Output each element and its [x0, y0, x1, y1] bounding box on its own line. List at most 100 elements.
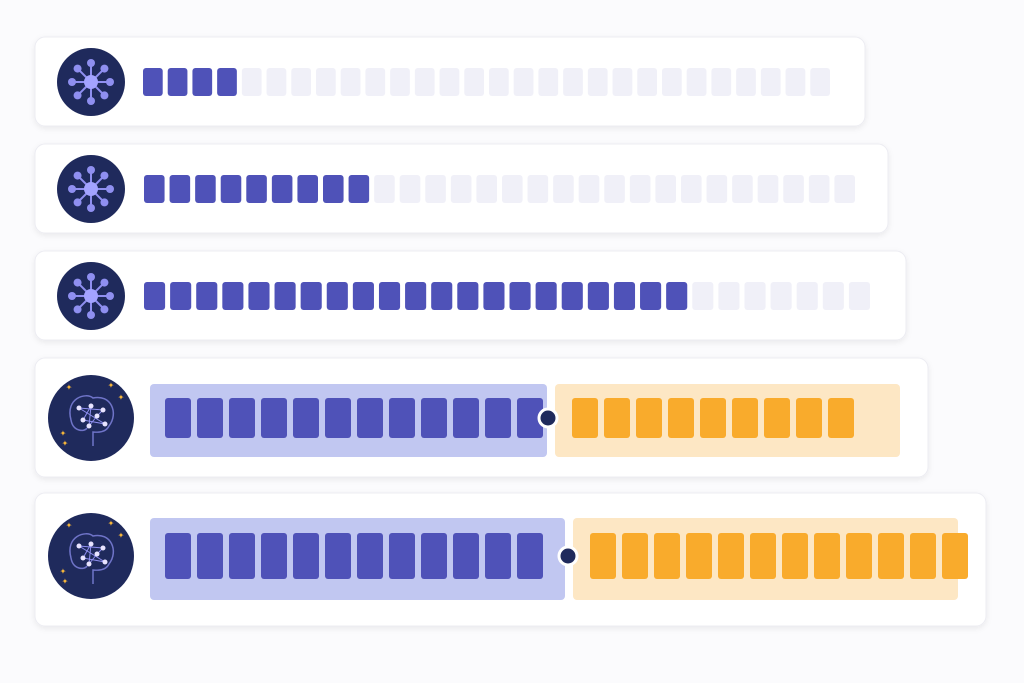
- network-icon: [57, 155, 125, 223]
- filled-segment: [170, 282, 192, 310]
- empty-segment: [390, 68, 410, 96]
- empty-segment: [563, 68, 583, 96]
- orange-segment: [604, 398, 630, 438]
- sparkle: ✦: [60, 429, 67, 438]
- empty-segment: [808, 175, 830, 203]
- blue-segment: [357, 533, 383, 579]
- icon-node: [73, 198, 82, 207]
- filled-segment: [167, 68, 188, 96]
- blue-segment: [389, 533, 415, 579]
- filled-segment: [378, 282, 401, 310]
- brain-link: [82, 557, 106, 563]
- empty-segment: [578, 175, 600, 203]
- blue-segment: [197, 533, 223, 579]
- brain-link: [88, 543, 92, 565]
- empty-segment: [692, 282, 714, 310]
- blue-segment: [517, 533, 543, 579]
- filled-segment: [640, 282, 662, 310]
- blue-segment: [357, 398, 383, 438]
- empty-segment: [783, 175, 804, 203]
- filled-segment: [348, 175, 370, 203]
- brain-node: [88, 541, 94, 547]
- orange-segment: [732, 398, 758, 438]
- network-icon: [57, 262, 125, 330]
- filled-segment: [192, 68, 213, 96]
- filled-segment: [144, 282, 166, 310]
- orange-segment: [796, 398, 822, 438]
- blue-segment: [389, 398, 415, 438]
- empty-segment: [848, 282, 870, 310]
- empty-segment: [316, 68, 336, 96]
- empty-segment: [399, 175, 421, 203]
- filled-segment: [352, 282, 374, 310]
- sparkle: ✦: [62, 577, 69, 586]
- blue-segment: [197, 398, 223, 438]
- orange-segment: [782, 533, 808, 579]
- network-icon: [57, 48, 125, 116]
- blue-segment: [293, 398, 319, 438]
- empty-segment: [711, 68, 732, 96]
- empty-segment: [744, 282, 766, 310]
- blue-segment: [165, 533, 191, 579]
- blue-segment: [421, 533, 447, 579]
- icon-node: [68, 292, 76, 300]
- orange-segment: [750, 533, 776, 579]
- filled-segment: [483, 282, 505, 310]
- filled-segment: [196, 282, 218, 310]
- empty-segment: [732, 175, 753, 203]
- blue-segment: [453, 398, 479, 438]
- orange-segment: [828, 398, 854, 438]
- brain-node: [88, 403, 94, 409]
- empty-segment: [757, 175, 779, 203]
- empty-segment: [736, 68, 756, 96]
- icon-node: [100, 198, 109, 207]
- icon-node: [87, 166, 95, 174]
- empty-segment: [527, 175, 549, 203]
- brain-node: [102, 559, 108, 565]
- empty-segment: [612, 68, 633, 96]
- filled-segment: [666, 282, 688, 310]
- brain-link: [78, 545, 106, 563]
- icon-node: [100, 64, 109, 73]
- empty-segment: [476, 175, 497, 203]
- empty-segment: [464, 68, 484, 96]
- orange-segment: [654, 533, 680, 579]
- empty-segment: [365, 68, 386, 96]
- brain-node: [86, 561, 92, 567]
- blue-segment: [453, 533, 479, 579]
- icon-center: [84, 289, 98, 303]
- orange-segment: [764, 398, 790, 438]
- brain-node: [80, 417, 86, 423]
- empty-segment: [513, 68, 534, 96]
- orange-segment: [700, 398, 726, 438]
- filled-segment: [222, 282, 244, 310]
- empty-segment: [439, 68, 460, 96]
- brain-node: [102, 421, 108, 427]
- brain-node: [80, 555, 86, 561]
- empty-segment: [502, 175, 523, 203]
- empty-segment: [637, 68, 657, 96]
- empty-segment: [241, 68, 262, 96]
- brain-outline: [69, 533, 114, 584]
- blue-segment: [517, 398, 543, 438]
- icon-node: [87, 311, 95, 319]
- sparkle: ✦: [108, 519, 115, 528]
- filled-segment: [561, 282, 583, 310]
- brain-node: [94, 413, 100, 419]
- brain-node: [76, 405, 82, 411]
- icon-node: [100, 305, 109, 314]
- empty-segment: [538, 68, 559, 96]
- empty-segment: [450, 175, 472, 203]
- empty-segment: [810, 68, 830, 96]
- orange-segment: [718, 533, 744, 579]
- icon-node: [73, 305, 82, 314]
- sparkle: ✦: [60, 567, 67, 576]
- brain-node: [100, 545, 106, 551]
- blue-segment: [485, 533, 511, 579]
- orange-segment: [668, 398, 694, 438]
- orange-segment: [590, 533, 616, 579]
- orange-segment: [814, 533, 840, 579]
- icon-node: [73, 171, 82, 180]
- sparkle: ✦: [108, 381, 115, 390]
